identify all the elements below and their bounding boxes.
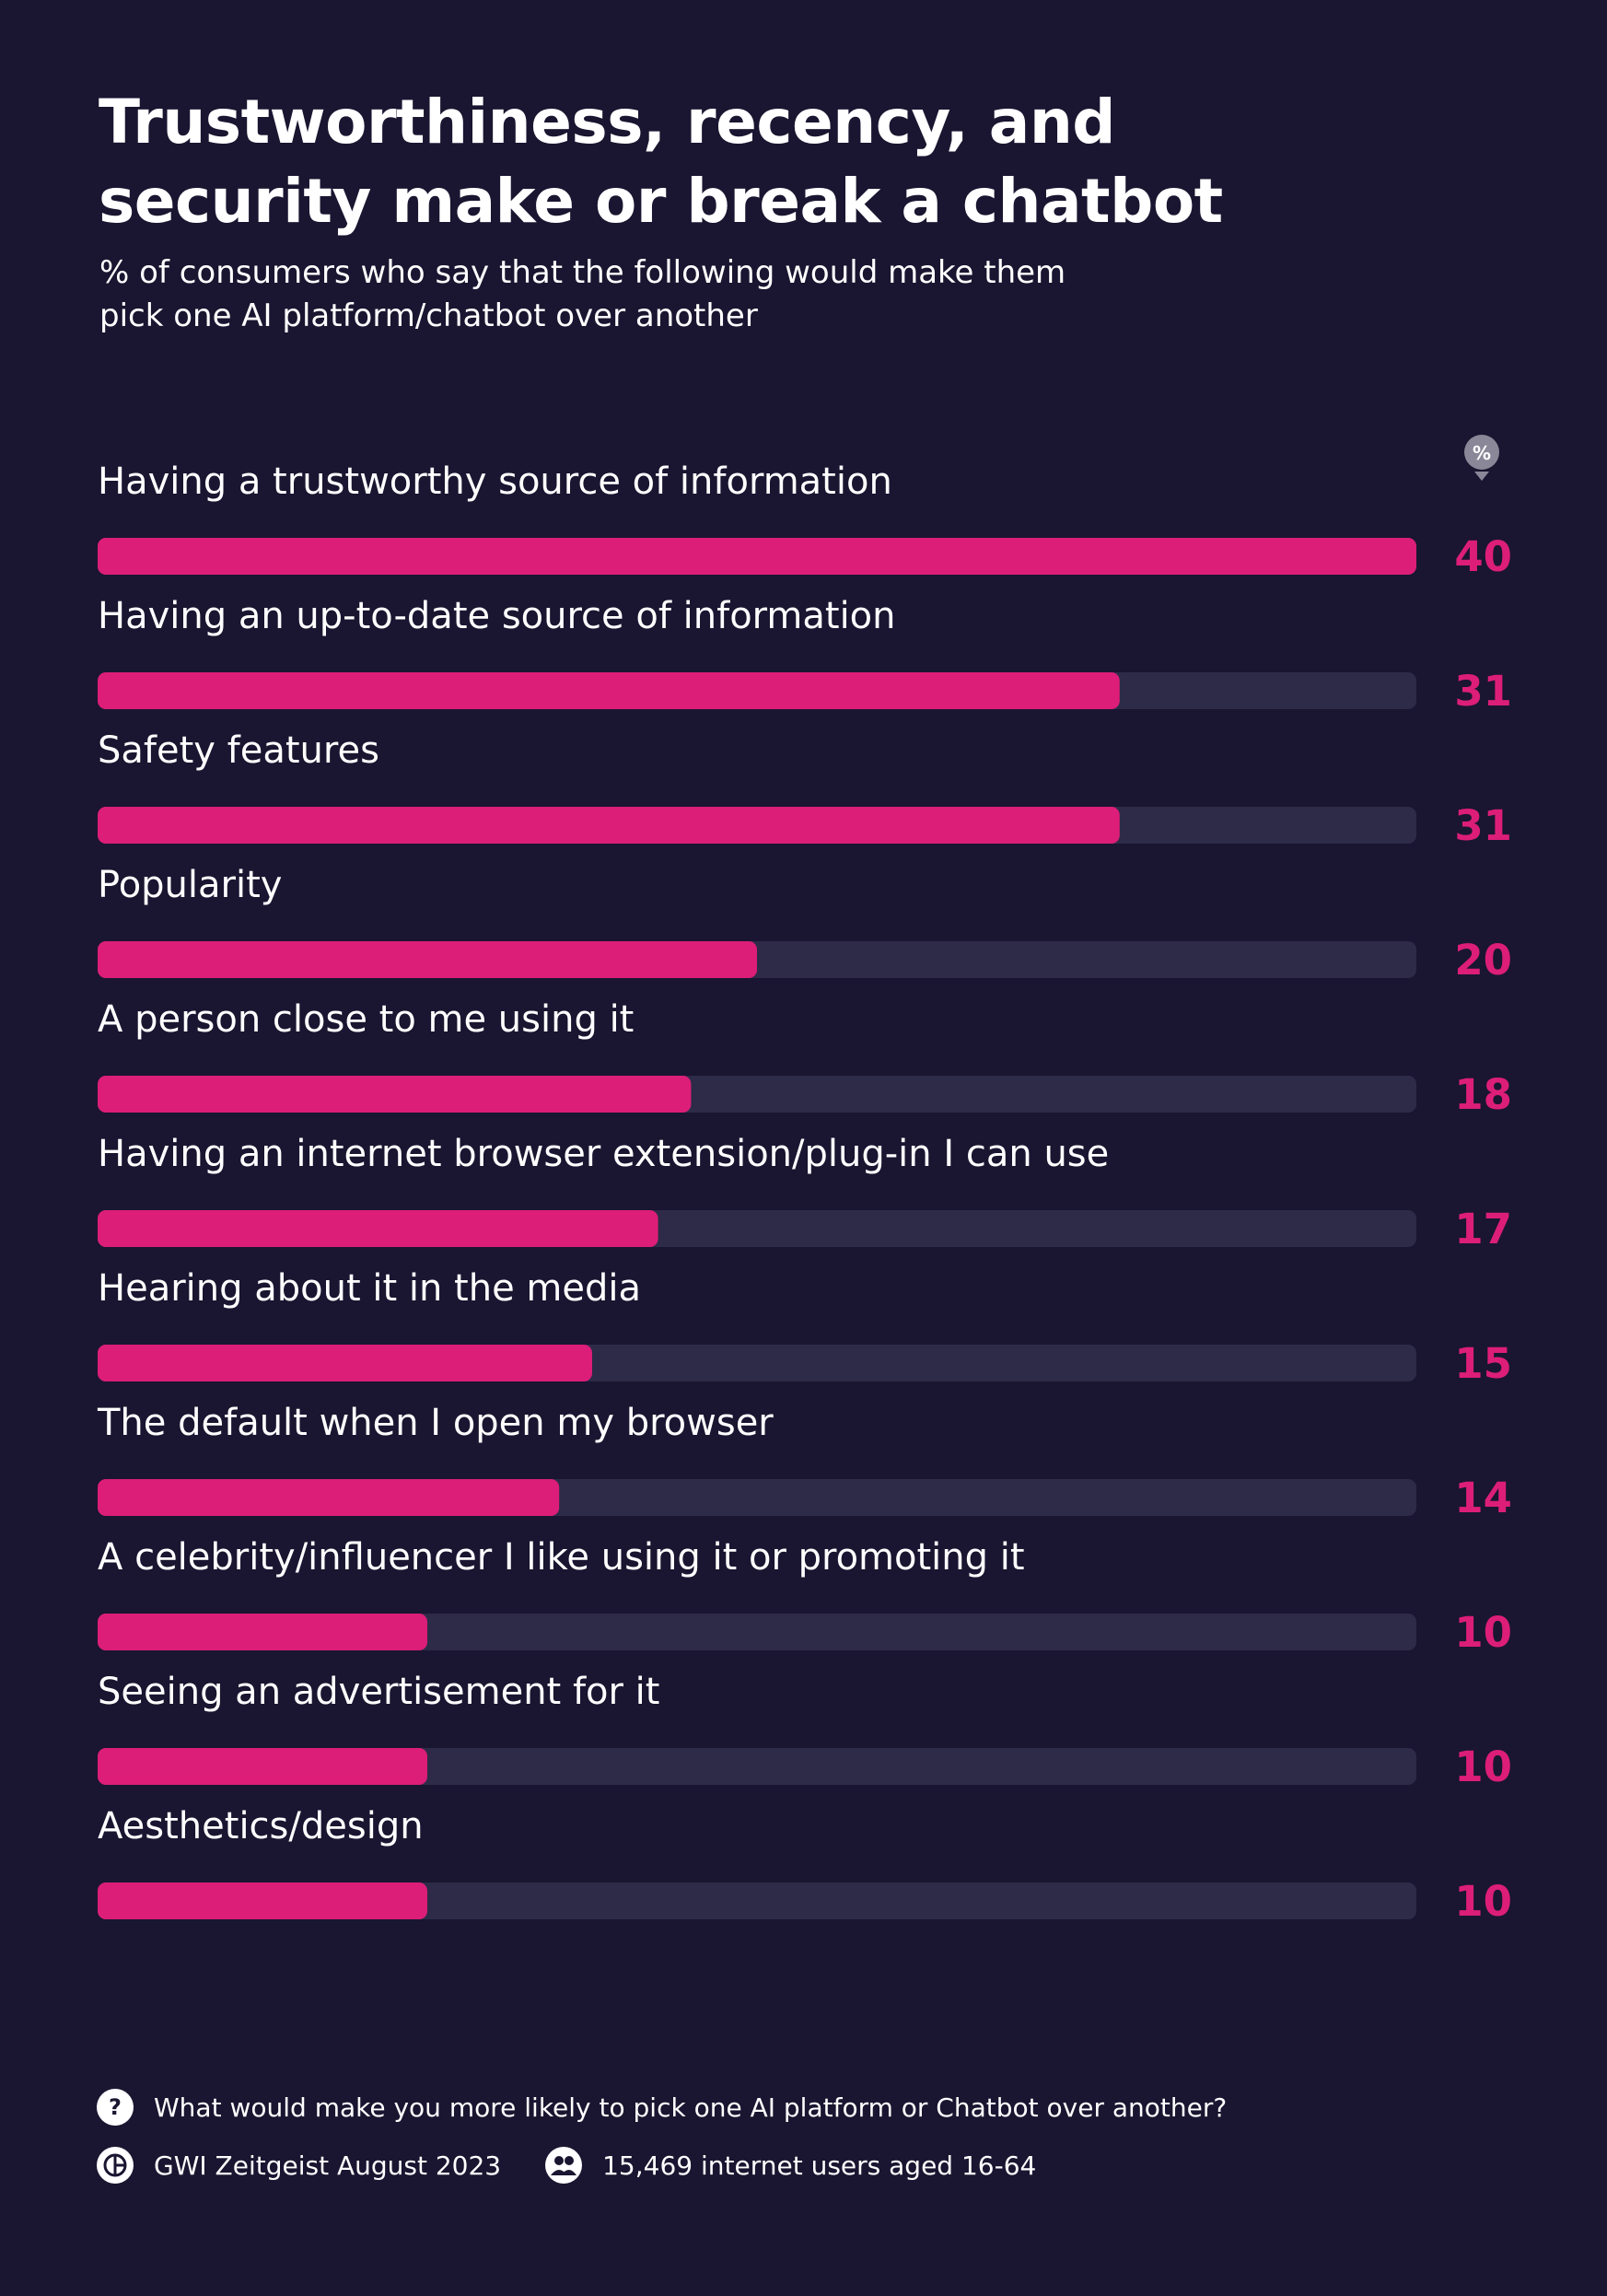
bar: [98, 807, 1120, 844]
value-label: 40: [1454, 532, 1512, 581]
value-label: 31: [1454, 801, 1512, 850]
bar-row: Seeing an advertisement for it 10: [98, 1671, 1512, 1791]
footer-sample: 15,469 internet users aged 16-64: [602, 2150, 1037, 2181]
bar-row: Having an internet browser extension/plu…: [98, 1133, 1512, 1253]
footer-source: GWI Zeitgeist August 2023: [154, 2150, 502, 2181]
value-label: 10: [1454, 1608, 1512, 1657]
percent-marker-icon: %: [1464, 435, 1499, 481]
people-icon: [545, 2147, 583, 2184]
bar: [98, 1882, 427, 1919]
bar: [98, 1479, 560, 1516]
value-label: 18: [1454, 1070, 1512, 1119]
category-label: Hearing about it in the media: [98, 1267, 641, 1310]
chart-title: Trustworthiness, recency, and security m…: [99, 83, 1388, 241]
bar: [98, 538, 1416, 575]
category-label: Seeing an advertisement for it: [98, 1671, 659, 1713]
bar: [98, 941, 757, 978]
footer-question-row: ? What would make you more likely to pic…: [97, 2089, 1227, 2126]
bar: [98, 1210, 658, 1247]
gwi-logo-icon: [97, 2147, 134, 2184]
category-label: A person close to me using it: [98, 998, 634, 1041]
bar-row: Hearing about it in the media 15: [98, 1267, 1512, 1388]
title-line-2: security make or break a chatbot: [99, 166, 1223, 237]
value-label: 10: [1454, 1742, 1512, 1791]
category-label: The default when I open my browser: [97, 1402, 774, 1444]
subtitle-line-2: pick one AI platform/chatbot over anothe…: [99, 297, 758, 334]
bar-row: Having an up-to-date source of informati…: [98, 595, 1512, 716]
value-label: 17: [1454, 1205, 1512, 1253]
category-label: Safety features: [98, 729, 379, 772]
question-icon: ?: [97, 2089, 134, 2126]
bar: [98, 1748, 427, 1785]
bar-row: Popularity 20: [98, 864, 1512, 985]
category-label: A celebrity/influencer I like using it o…: [98, 1536, 1025, 1579]
bar-row: Safety features 31: [98, 729, 1512, 850]
category-label: Having an up-to-date source of informati…: [98, 595, 896, 637]
bar-row: A celebrity/influencer I like using it o…: [98, 1536, 1512, 1657]
value-label: 31: [1454, 667, 1512, 716]
value-label: 14: [1454, 1474, 1512, 1522]
category-label: Having a trustworthy source of informati…: [98, 460, 892, 503]
bar: [98, 672, 1120, 709]
bar-row: Having a trustworthy source of informati…: [98, 460, 1512, 581]
bar: [98, 1345, 592, 1381]
footer-source-row: GWI Zeitgeist August 2023 15,469 interne…: [97, 2147, 1036, 2184]
bar: [98, 1076, 692, 1113]
chart-subtitle: % of consumers who say that the followin…: [99, 251, 1159, 338]
category-label: Aesthetics/design: [98, 1805, 424, 1847]
title-line-1: Trustworthiness, recency, and: [99, 87, 1116, 157]
bar-row: A person close to me using it 18: [98, 998, 1512, 1119]
footer-question: What would make you more likely to pick …: [154, 2092, 1228, 2123]
value-label: 10: [1454, 1877, 1512, 1926]
bar-row: Aesthetics/design 10: [98, 1805, 1512, 1926]
category-label: Having an internet browser extension/plu…: [98, 1133, 1109, 1175]
bar-row: The default when I open my browser 14: [97, 1402, 1512, 1522]
value-label: 15: [1454, 1339, 1512, 1388]
bar: [98, 1614, 427, 1650]
subtitle-line-1: % of consumers who say that the followin…: [99, 254, 1066, 291]
category-label: Popularity: [98, 864, 282, 906]
percent-marker-label: %: [1473, 442, 1491, 464]
value-label: 20: [1454, 936, 1512, 985]
